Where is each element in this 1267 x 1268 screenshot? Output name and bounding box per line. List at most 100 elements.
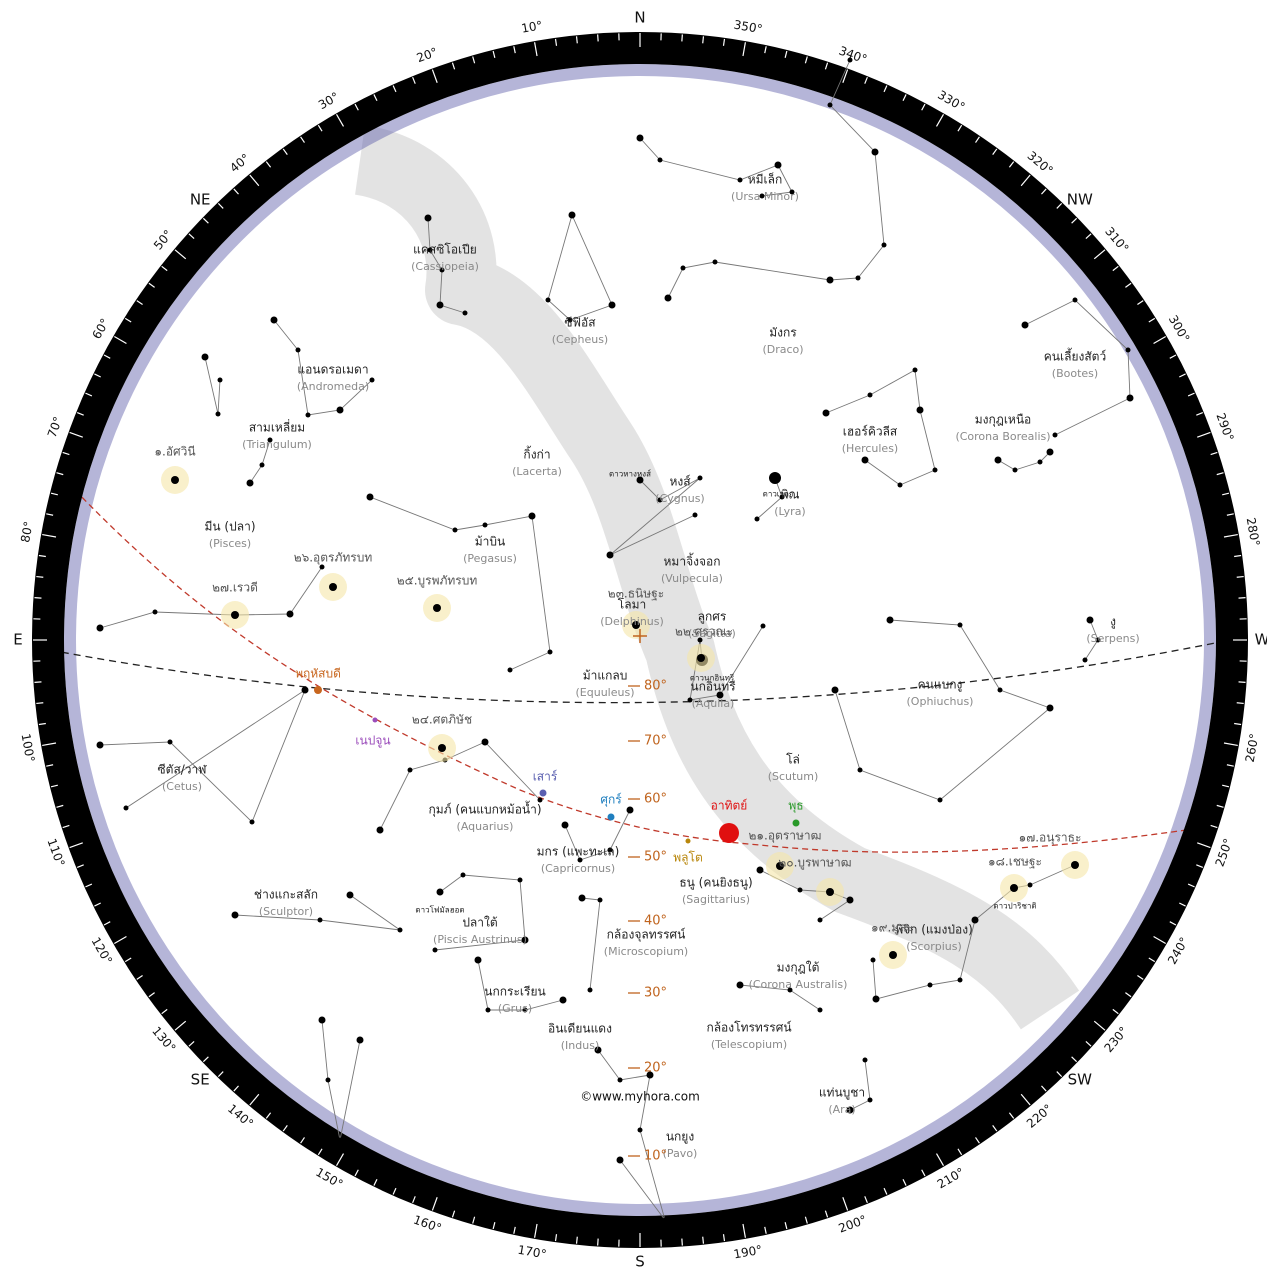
star (1037, 459, 1043, 465)
constellation-latin: (Sculptor) (259, 905, 313, 918)
ring-hatch (412, 76, 416, 84)
ring-hatch (1226, 513, 1234, 516)
constellation-latin: (Draco) (762, 343, 803, 356)
constellation-latin: (Corona Borealis) (955, 430, 1050, 443)
star (439, 267, 445, 273)
star (337, 1137, 343, 1143)
planet-dot (685, 838, 691, 844)
constellation-latin: (Capricornus) (541, 862, 615, 875)
ring-hatch (354, 1169, 359, 1177)
ring-hatch (42, 534, 57, 538)
labels: ©www.myhora.com N NE E SE S SW W NW 10° 20° 30° 40°… (13, 9, 1267, 1268)
star (1027, 882, 1033, 888)
ring-hatch (1008, 161, 1015, 168)
star (881, 242, 887, 248)
star (427, 247, 433, 253)
constellation-figure (99, 566, 323, 629)
ring-hatch (742, 1223, 746, 1238)
ring-hatch (534, 1223, 538, 1238)
ring-hatch (1085, 233, 1092, 239)
ring-hatch (114, 335, 127, 345)
star (692, 512, 698, 518)
constellation-name: โลมา (618, 598, 646, 612)
ring-hatch (124, 317, 132, 323)
ring-hatch (1041, 1085, 1047, 1092)
ring-hatch (784, 50, 788, 58)
ring-hatch (1153, 335, 1166, 345)
ring-hatch (1216, 804, 1224, 808)
star (822, 409, 830, 417)
star (937, 797, 943, 803)
star (774, 161, 782, 169)
star (152, 609, 158, 615)
constellation-figure (619, 1074, 666, 1221)
star (567, 317, 573, 323)
star (636, 134, 644, 142)
compass-label: W (1255, 631, 1267, 649)
ring-hatch (1223, 742, 1238, 746)
star (897, 482, 903, 488)
ring-hatch (804, 56, 808, 64)
constellation-name: พิณ (780, 488, 799, 502)
constellation-figure (321, 1019, 361, 1141)
star (267, 437, 273, 443)
ring-hatch (575, 36, 578, 44)
star (846, 896, 854, 904)
star (862, 1057, 868, 1063)
constellation-latin: (Ophiuchus) (907, 695, 974, 708)
star (608, 301, 616, 309)
star (1012, 467, 1018, 473)
constellation-figure (369, 496, 551, 671)
ring-hatch (69, 431, 83, 438)
star (957, 977, 963, 983)
star (301, 686, 309, 694)
star (577, 857, 583, 863)
ring-hatch (85, 883, 93, 888)
star (436, 888, 444, 896)
ring-hatch (1137, 975, 1144, 980)
ecliptic-line (74, 489, 1201, 853)
ring-hatch (103, 354, 111, 359)
ring-hatch (1216, 472, 1224, 476)
ring-hatch (188, 233, 195, 239)
star (760, 623, 766, 629)
constellation-name: หมาจิ้งจอก (664, 553, 721, 569)
star (1095, 637, 1101, 643)
star (636, 476, 644, 484)
ring-hatch (842, 1197, 849, 1211)
ring-hatch (902, 94, 907, 101)
compass-label: NW (1067, 191, 1093, 209)
star (831, 686, 839, 694)
ring-hatch (975, 1137, 980, 1144)
star (167, 739, 173, 745)
constellation-latin: (Sagittarius) (682, 893, 750, 906)
star-name: ดาวหางหงส์ (609, 469, 651, 479)
ring-hatch (554, 1234, 558, 1242)
ring-hatch (1093, 249, 1106, 260)
altitude-label: 70° (644, 734, 667, 749)
constellation-figure (204, 356, 221, 415)
star (482, 522, 488, 528)
star (559, 996, 567, 1004)
star (336, 406, 344, 414)
star (1082, 657, 1088, 663)
star (594, 1046, 602, 1054)
ring-hatch (392, 1187, 397, 1195)
ring-hatch (1056, 1071, 1063, 1078)
ring-hatch (265, 1112, 272, 1119)
constellation-latin: (Triangulum) (242, 438, 312, 451)
nakshatra-label: ๒๗.เรวดี (212, 581, 258, 595)
nakshatra-label: ๒๑.อุตราษาฒ (748, 829, 821, 844)
ring-hatch (76, 412, 84, 416)
azimuth-label: 300° (1166, 313, 1193, 345)
star (657, 497, 663, 503)
azimuth-label: 10° (520, 18, 543, 35)
constellation-latin: (Lacerta) (512, 465, 562, 478)
ring-hatch (451, 1210, 456, 1218)
ring-hatch (742, 42, 746, 57)
star (366, 493, 374, 501)
star (657, 157, 663, 163)
ring-hatch (935, 114, 945, 127)
ring-hatch (513, 1226, 516, 1234)
